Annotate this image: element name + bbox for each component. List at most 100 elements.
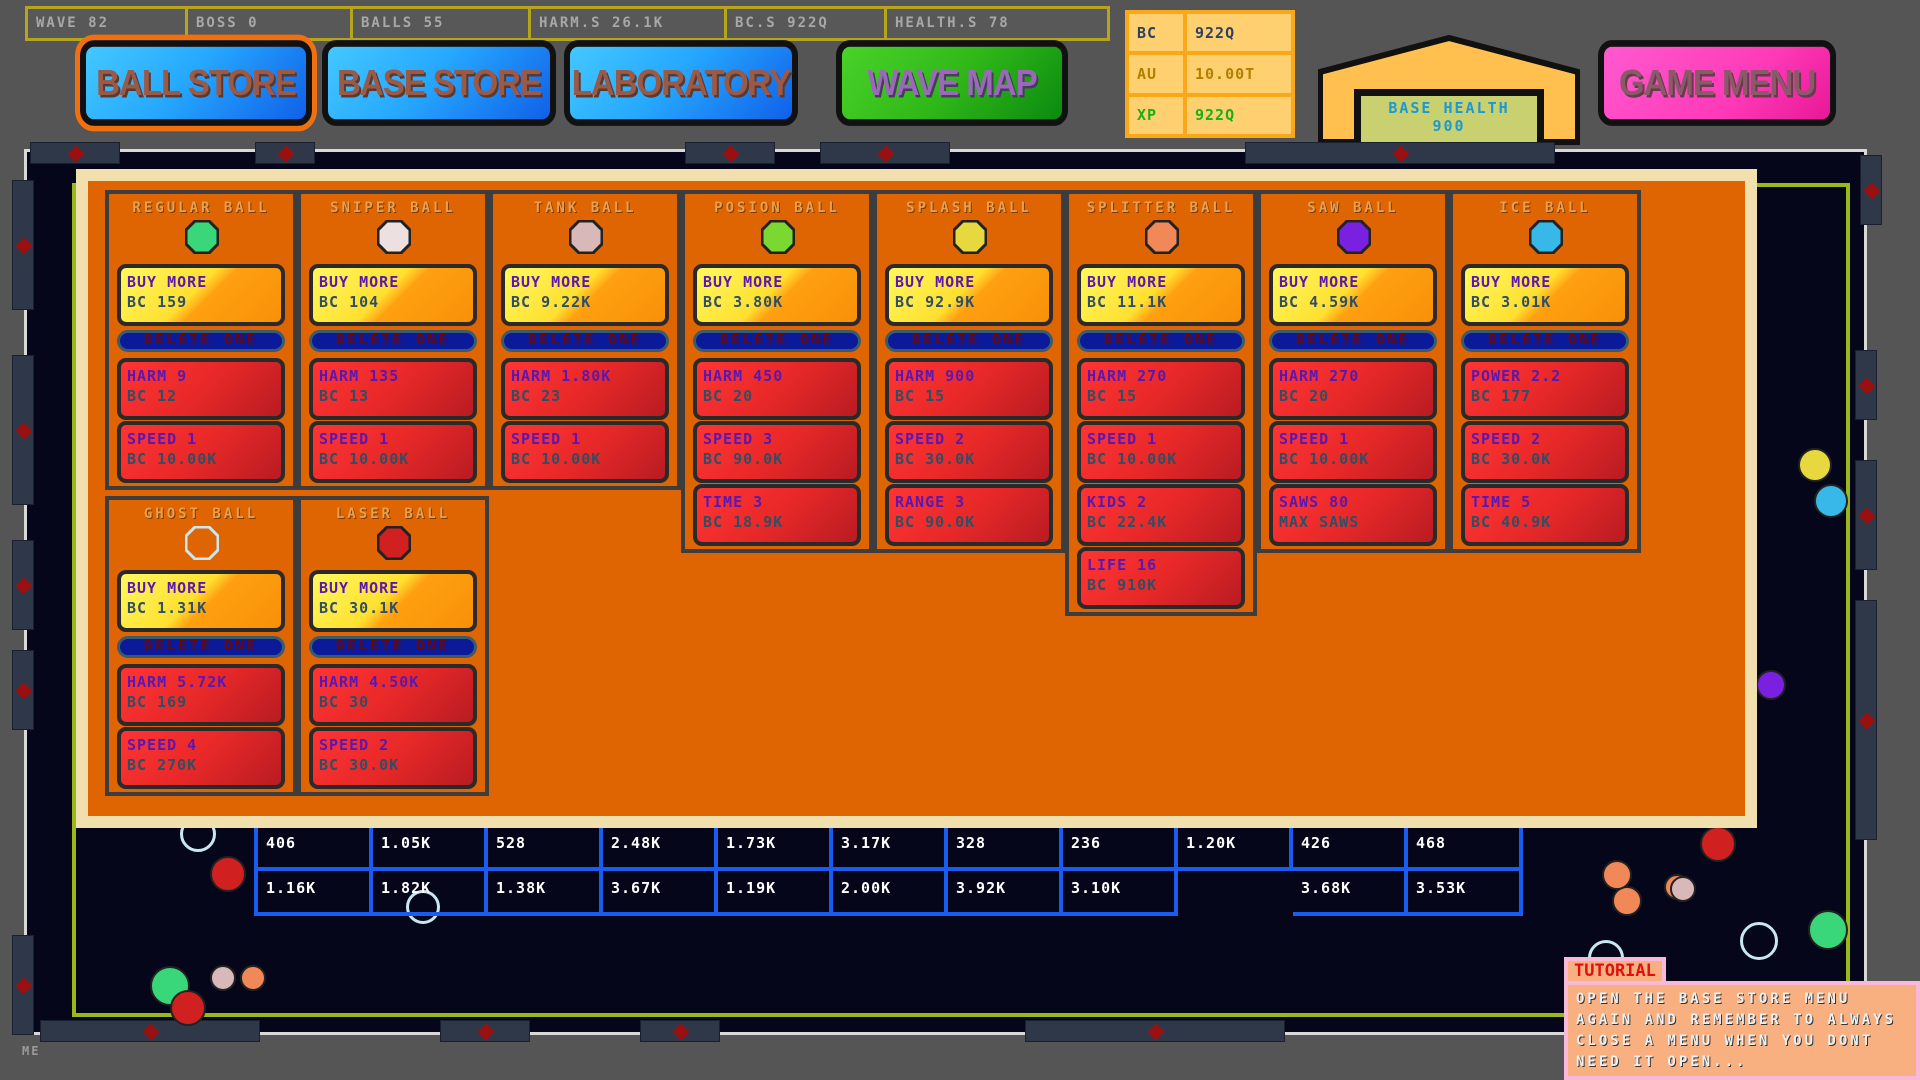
upgrade-cost: BC 12 — [127, 387, 178, 405]
wave-stat: WAVE 82 — [28, 9, 188, 38]
harm-per-sec-stat: HARM.S 26.1K — [531, 9, 727, 38]
delete-one-button[interactable]: DELETE ONE — [885, 330, 1053, 352]
ball-card-title: POSION BALL — [714, 200, 840, 216]
upgrade-label: HARM 135 — [319, 367, 400, 385]
upgrade-power-button[interactable]: POWER 2.2 BC 177 — [1461, 358, 1629, 420]
upgrade-life-button[interactable]: LIFE 16 BC 910K — [1077, 547, 1245, 609]
brick-cell: 468 — [1404, 822, 1523, 871]
wall-segment — [1855, 460, 1877, 570]
diamond-icon — [15, 682, 33, 700]
upgrade-label: KIDS 2 — [1087, 493, 1148, 511]
upgrade-harm-button[interactable]: HARM 1.80K BC 23 — [501, 358, 669, 420]
brick-cell: 406 — [254, 822, 373, 871]
upgrade-range-button[interactable]: RANGE 3 BC 90.0K — [885, 484, 1053, 546]
upgrade-harm-button[interactable]: HARM 270 BC 20 — [1269, 358, 1437, 420]
delete-one-button[interactable]: DELETE ONE — [693, 330, 861, 352]
buy-cost: BC 92.9K — [895, 293, 976, 311]
delete-one-button[interactable]: DELETE ONE — [1269, 330, 1437, 352]
buy-more-button[interactable]: BUY MORE BC 92.9K — [885, 264, 1053, 326]
upgrade-speed-button[interactable]: SPEED 2 BC 30.0K — [1461, 421, 1629, 483]
game-ball — [210, 856, 246, 892]
buy-more-button[interactable]: BUY MORE BC 3.80K — [693, 264, 861, 326]
buy-more-label: BUY MORE — [1087, 273, 1168, 291]
brick-cell: 2.00K — [829, 867, 948, 916]
diamond-icon — [1858, 507, 1876, 525]
buy-more-button[interactable]: BUY MORE BC 9.22K — [501, 264, 669, 326]
upgrade-cost: BC 30.0K — [895, 450, 976, 468]
buy-more-label: BUY MORE — [1279, 273, 1360, 291]
upgrade-speed-button[interactable]: SPEED 1 BC 10.00K — [117, 421, 285, 483]
upgrade-label: RANGE 3 — [895, 493, 966, 511]
upgrade-harm-button[interactable]: HARM 270 BC 15 — [1077, 358, 1245, 420]
upgrade-speed-button[interactable]: SPEED 1 BC 10.00K — [501, 421, 669, 483]
upgrade-cost: BC 10.00K — [1279, 450, 1370, 468]
buy-more-button[interactable]: BUY MORE BC 4.59K — [1269, 264, 1437, 326]
upgrade-harm-button[interactable]: HARM 9 BC 12 — [117, 358, 285, 420]
upgrade-time-button[interactable]: TIME 3 BC 18.9K — [693, 484, 861, 546]
ball-card: SPLITTER BALL BUY MORE BC 11.1K DELETE ONE H… — [1065, 190, 1257, 616]
upgrade-cost: BC 40.9K — [1471, 513, 1552, 531]
buy-cost: BC 3.01K — [1471, 293, 1552, 311]
brick-cell: 3.68K — [1289, 867, 1408, 916]
upgrade-speed-button[interactable]: SPEED 2 BC 30.0K — [309, 727, 477, 789]
ball-card-title: SPLITTER BALL — [1086, 200, 1236, 216]
ball-card: REGULAR BALL BUY MORE BC 159 DELETE ONE HARM… — [105, 190, 297, 490]
upgrade-time-button[interactable]: TIME 5 BC 40.9K — [1461, 484, 1629, 546]
game-ball — [1612, 886, 1642, 916]
buy-cost: BC 9.22K — [511, 293, 592, 311]
base-store-button[interactable]: BASE STORE — [322, 40, 556, 126]
buy-more-button[interactable]: BUY MORE BC 30.1K — [309, 570, 477, 632]
upgrade-harm-button[interactable]: HARM 4.50K BC 30 — [309, 664, 477, 726]
delete-one-button[interactable]: DELETE ONE — [1461, 330, 1629, 352]
upgrade-cost: BC 90.0K — [703, 450, 784, 468]
buy-more-button[interactable]: BUY MORE BC 104 — [309, 264, 477, 326]
upgrade-speed-button[interactable]: SPEED 3 BC 90.0K — [693, 421, 861, 483]
laboratory-button[interactable]: LABORATORY — [564, 40, 798, 126]
delete-one-button[interactable]: DELETE ONE — [117, 330, 285, 352]
buy-more-button[interactable]: BUY MORE BC 1.31K — [117, 570, 285, 632]
game-ball — [1756, 670, 1786, 700]
wall-segment — [255, 142, 315, 164]
delete-one-button[interactable]: DELETE ONE — [309, 636, 477, 658]
wave-map-button[interactable]: WAVE MAP — [836, 40, 1068, 126]
upgrade-harm-button[interactable]: HARM 135 BC 13 — [309, 358, 477, 420]
delete-one-button[interactable]: DELETE ONE — [1077, 330, 1245, 352]
buy-more-button[interactable]: BUY MORE BC 159 — [117, 264, 285, 326]
upgrade-speed-button[interactable]: SPEED 2 BC 30.0K — [885, 421, 1053, 483]
upgrade-harm-button[interactable]: HARM 450 BC 20 — [693, 358, 861, 420]
upgrade-speed-button[interactable]: SPEED 1 BC 10.00K — [309, 421, 477, 483]
upgrade-speed-button[interactable]: SPEED 1 BC 10.00K — [1077, 421, 1245, 483]
diamond-icon — [672, 1023, 690, 1041]
delete-one-button[interactable]: DELETE ONE — [309, 330, 477, 352]
laser-ball-icon — [376, 525, 412, 561]
brick-cell: 426 — [1289, 822, 1408, 871]
game-menu-button[interactable]: GAME MENU — [1598, 40, 1836, 126]
buy-cost: BC 159 — [127, 293, 188, 311]
ball-store-button[interactable]: BALL STORE — [75, 34, 317, 132]
ball-card: ICE BALL BUY MORE BC 3.01K DELETE ONE POWER … — [1449, 190, 1641, 553]
delete-one-button[interactable]: DELETE ONE — [117, 636, 285, 658]
upgrade-cost: BC 30.0K — [1471, 450, 1552, 468]
brick-cell: 1.73K — [714, 822, 833, 871]
buy-more-label: BUY MORE — [319, 273, 400, 291]
upgrade-saws-button[interactable]: SAWS 80 MAX SAWS — [1269, 484, 1437, 546]
buy-more-button[interactable]: BUY MORE BC 3.01K — [1461, 264, 1629, 326]
diamond-icon — [477, 1023, 495, 1041]
upgrade-harm-button[interactable]: HARM 5.72K BC 169 — [117, 664, 285, 726]
upgrade-harm-button[interactable]: HARM 900 BC 15 — [885, 358, 1053, 420]
game-ball — [210, 965, 236, 991]
splash-ball-icon — [952, 219, 988, 255]
upgrade-label: SPEED 1 — [511, 430, 582, 448]
upgrade-label: SPEED 2 — [895, 430, 966, 448]
buy-more-label: BUY MORE — [127, 273, 208, 291]
delete-one-button[interactable]: DELETE ONE — [501, 330, 669, 352]
upgrade-cost: BC 15 — [895, 387, 946, 405]
upgrade-label: HARM 900 — [895, 367, 976, 385]
upgrade-kids-button[interactable]: KIDS 2 BC 22.4K — [1077, 484, 1245, 546]
buy-more-button[interactable]: BUY MORE BC 11.1K — [1077, 264, 1245, 326]
upgrade-speed-button[interactable]: SPEED 1 BC 10.00K — [1269, 421, 1437, 483]
ball-store-panel: REGULAR BALL BUY MORE BC 159 DELETE ONE HARM… — [76, 169, 1757, 828]
ball-card-title: SPLASH BALL — [906, 200, 1032, 216]
upgrade-speed-button[interactable]: SPEED 4 BC 270K — [117, 727, 285, 789]
ball-card-title: LASER BALL — [335, 506, 451, 522]
